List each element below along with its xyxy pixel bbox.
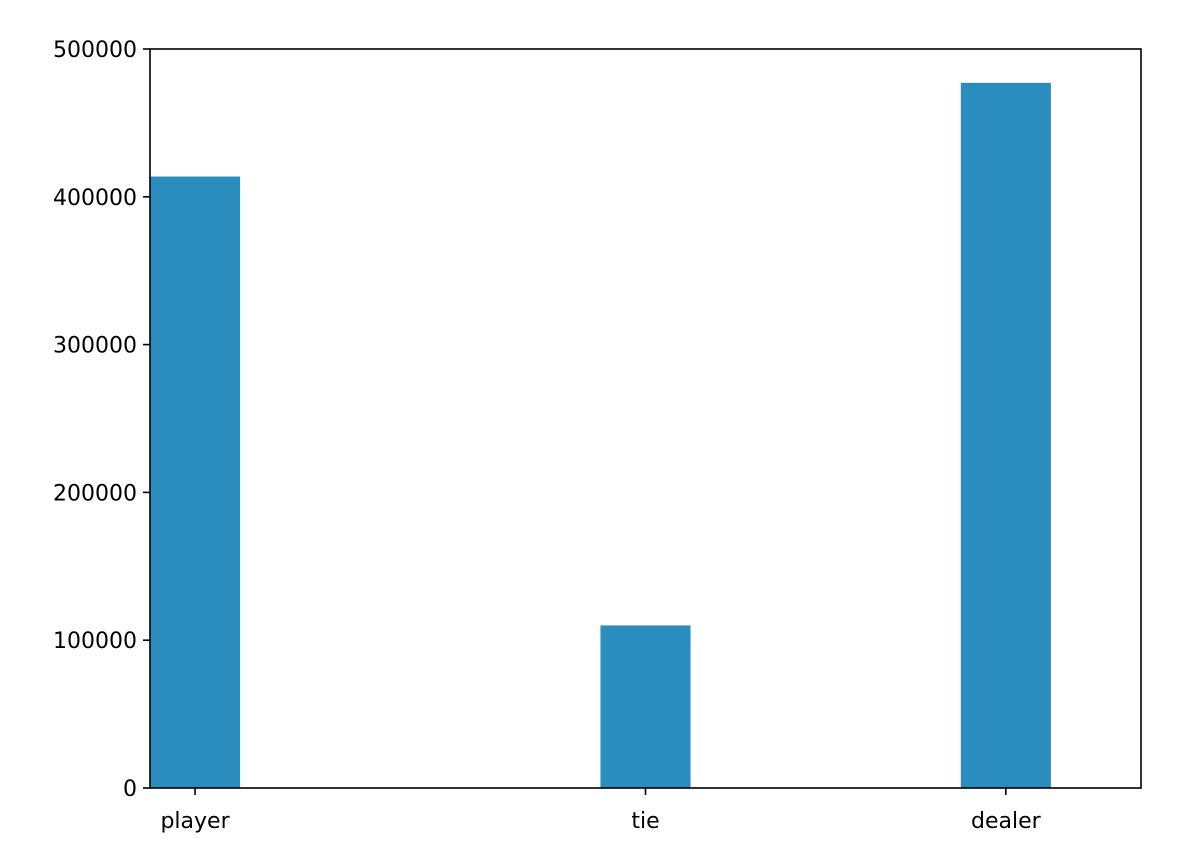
y-tick-label: 500000 bbox=[53, 38, 137, 63]
bar-tie bbox=[600, 625, 691, 788]
y-tick-label: 100000 bbox=[53, 629, 137, 654]
x-tick-label-dealer: dealer bbox=[971, 809, 1042, 834]
x-tick-label-player: player bbox=[160, 809, 230, 834]
bars-layer bbox=[150, 82, 1051, 789]
y-tick-label: 400000 bbox=[53, 186, 137, 211]
bar-dealer bbox=[960, 82, 1051, 789]
y-tick-label: 0 bbox=[123, 777, 137, 802]
bar-player bbox=[150, 176, 241, 789]
y-tick-label: 300000 bbox=[53, 334, 137, 359]
ticks-layer: 0 100000 200000 300000 400000 500000 player tie… bbox=[53, 38, 1042, 834]
y-tick-label: 200000 bbox=[53, 481, 137, 506]
x-tick-label-tie: tie bbox=[631, 809, 659, 834]
